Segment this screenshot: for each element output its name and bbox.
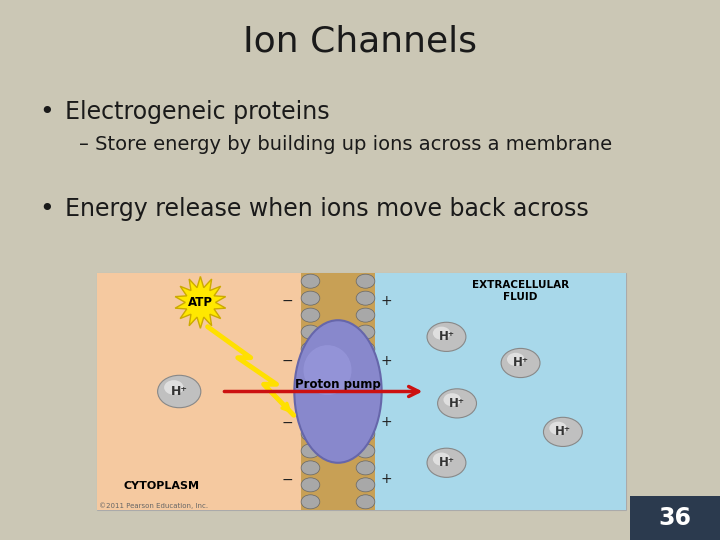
Circle shape — [301, 495, 320, 509]
Circle shape — [544, 417, 582, 447]
Text: H⁺: H⁺ — [555, 426, 571, 438]
Polygon shape — [175, 276, 225, 328]
Circle shape — [158, 375, 201, 408]
Text: +: + — [381, 294, 392, 308]
Circle shape — [301, 359, 320, 373]
Circle shape — [438, 389, 477, 418]
Text: Energy release when ions move back across: Energy release when ions move back acros… — [65, 197, 588, 221]
Circle shape — [444, 393, 461, 406]
Circle shape — [427, 322, 466, 352]
Text: −: − — [282, 472, 294, 487]
Text: +: + — [381, 354, 392, 368]
Circle shape — [301, 393, 320, 407]
Circle shape — [301, 376, 320, 390]
Circle shape — [356, 444, 375, 458]
Text: •: • — [40, 100, 54, 124]
Circle shape — [301, 444, 320, 458]
Circle shape — [356, 342, 375, 356]
Circle shape — [356, 427, 375, 441]
Text: Proton pump: Proton pump — [295, 378, 381, 391]
Text: H⁺: H⁺ — [438, 330, 454, 343]
Circle shape — [301, 410, 320, 424]
Circle shape — [301, 478, 320, 492]
Circle shape — [501, 348, 540, 377]
Text: ATP: ATP — [188, 296, 213, 309]
Circle shape — [433, 327, 451, 340]
Circle shape — [301, 461, 320, 475]
Circle shape — [549, 422, 567, 435]
Text: Ion Channels: Ion Channels — [243, 24, 477, 58]
Text: H⁺: H⁺ — [513, 356, 528, 369]
Ellipse shape — [304, 345, 351, 395]
Circle shape — [164, 380, 184, 395]
Text: ©2011 Pearson Education, Inc.: ©2011 Pearson Education, Inc. — [99, 502, 208, 509]
Circle shape — [301, 308, 320, 322]
Bar — [97, 273, 626, 510]
Text: 36: 36 — [659, 506, 691, 530]
Circle shape — [356, 393, 375, 407]
Circle shape — [427, 448, 466, 477]
Text: EXTRACELLULAR
FLUID: EXTRACELLULAR FLUID — [472, 280, 569, 302]
Circle shape — [356, 478, 375, 492]
Text: −: − — [282, 415, 294, 429]
Bar — [630, 496, 720, 540]
Circle shape — [356, 308, 375, 322]
Bar — [375, 273, 626, 510]
Text: H⁺: H⁺ — [449, 397, 465, 410]
Text: Electrogeneic proteins: Electrogeneic proteins — [65, 100, 330, 124]
Text: +: + — [381, 415, 392, 429]
Circle shape — [356, 359, 375, 373]
Circle shape — [356, 461, 375, 475]
Bar — [97, 273, 301, 510]
Text: +: + — [381, 472, 392, 487]
Ellipse shape — [294, 320, 382, 463]
Text: −: − — [282, 294, 294, 308]
Circle shape — [356, 274, 375, 288]
Circle shape — [301, 274, 320, 288]
Circle shape — [507, 353, 524, 366]
Text: H⁺: H⁺ — [171, 385, 188, 398]
Text: −: − — [282, 354, 294, 368]
Text: •: • — [40, 197, 54, 221]
Circle shape — [301, 427, 320, 441]
Circle shape — [433, 453, 451, 465]
Text: – Store energy by building up ions across a membrane: – Store energy by building up ions acros… — [79, 135, 612, 154]
Bar — [301, 273, 375, 510]
Circle shape — [356, 410, 375, 424]
Circle shape — [301, 325, 320, 339]
Circle shape — [356, 376, 375, 390]
Text: CYTOPLASM: CYTOPLASM — [124, 481, 199, 491]
Circle shape — [356, 291, 375, 305]
Circle shape — [301, 291, 320, 305]
Circle shape — [301, 342, 320, 356]
Circle shape — [356, 325, 375, 339]
Text: H⁺: H⁺ — [438, 456, 454, 469]
Circle shape — [356, 495, 375, 509]
